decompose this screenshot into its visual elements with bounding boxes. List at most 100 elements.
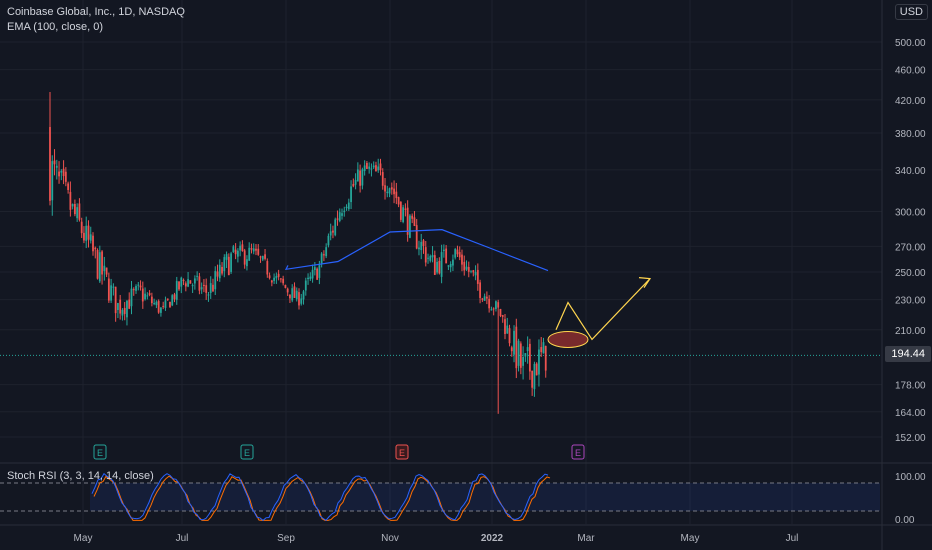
earnings-marker[interactable] <box>93 444 107 460</box>
candle-body <box>422 240 425 246</box>
candle-body <box>58 171 60 177</box>
candle-body <box>311 269 314 279</box>
candle-body <box>418 247 420 250</box>
candle-body <box>442 249 445 251</box>
candle-body <box>216 271 219 277</box>
candle-body <box>483 296 486 301</box>
candle-body <box>218 264 221 279</box>
candle-body <box>187 279 189 287</box>
candle-body <box>227 256 230 276</box>
candle-body <box>51 161 54 201</box>
candle-body <box>399 201 402 220</box>
candle-body <box>112 286 115 288</box>
candle-body <box>300 298 303 304</box>
candle-body <box>76 207 79 219</box>
candle-body <box>302 291 305 300</box>
candle-body <box>123 307 126 314</box>
candle-body <box>485 296 488 299</box>
symbol-title[interactable]: Coinbase Global, Inc., 1D, NASDAQ <box>7 6 185 18</box>
projection-path[interactable] <box>555 278 651 341</box>
candle-body <box>89 234 92 241</box>
candle-body <box>508 328 511 344</box>
candle-body <box>69 191 72 210</box>
candle-body <box>542 342 545 354</box>
candle-body <box>241 244 244 252</box>
candle-body <box>141 288 144 302</box>
candle-body <box>153 302 156 304</box>
candle-body <box>379 163 382 171</box>
candle-body <box>205 285 208 293</box>
candle-body <box>250 248 253 250</box>
candle-body <box>313 267 316 270</box>
candle-body <box>526 347 529 352</box>
candle-body <box>282 278 285 284</box>
candle-body <box>449 263 452 268</box>
candle-body <box>67 183 70 190</box>
candle-body <box>198 276 201 291</box>
candle-body <box>166 298 169 301</box>
candle-body <box>137 284 140 286</box>
candle-body <box>295 290 298 300</box>
candle-body <box>209 283 212 293</box>
candle-body <box>225 254 228 260</box>
stoch-rsi-label[interactable]: Stoch RSI (3, 3, 14, 14, close) <box>7 470 154 482</box>
candle-body <box>309 276 312 279</box>
candle-body <box>214 271 217 290</box>
candle-body <box>83 232 85 241</box>
candle-body <box>184 283 187 287</box>
earnings-marker-label: E <box>399 448 405 458</box>
candle-body <box>191 285 194 287</box>
candle-body <box>114 286 117 314</box>
candle-body <box>472 270 475 273</box>
candle-body <box>117 303 119 311</box>
candle-body <box>318 265 321 278</box>
candle-body <box>323 254 325 256</box>
candle-body <box>424 247 427 263</box>
candle-body <box>474 272 477 276</box>
candle-body <box>255 248 257 251</box>
y-tick-label: 230.00 <box>895 296 926 307</box>
candle-body <box>92 235 94 252</box>
candle-body <box>144 293 146 300</box>
candle-body <box>429 256 432 261</box>
candle-body <box>440 252 443 277</box>
candle-body <box>49 127 51 201</box>
candle-body <box>499 308 502 316</box>
candle-body <box>101 251 103 275</box>
candle-body <box>463 261 466 271</box>
candle-body <box>510 347 513 352</box>
candle-body <box>87 225 90 240</box>
candle-body <box>431 254 434 258</box>
candle-body <box>363 165 366 172</box>
earnings-marker[interactable] <box>395 444 409 460</box>
earnings-marker[interactable] <box>571 444 585 460</box>
candle-body <box>193 278 196 284</box>
x-tick-label: Mar <box>577 533 595 544</box>
candle-body <box>236 250 239 257</box>
candle-body <box>221 266 223 274</box>
candle-body <box>481 298 484 300</box>
stoch-band-fill <box>90 483 880 511</box>
ema-indicator-label[interactable]: EMA (100, close, 0) <box>7 21 103 33</box>
candle-body <box>196 275 199 277</box>
candle-body <box>139 285 142 288</box>
osc-scale-label: 0.00 <box>895 515 915 526</box>
candle-body <box>359 170 362 186</box>
candle-body <box>178 281 180 290</box>
candle-body <box>121 309 124 316</box>
candle-body <box>347 202 350 210</box>
earnings-marker-label: E <box>97 448 103 458</box>
y-tick-label: 250.00 <box>895 268 926 279</box>
earnings-marker[interactable] <box>240 444 254 460</box>
candle-body <box>501 315 504 317</box>
currency-selector-button[interactable]: USD <box>894 4 928 20</box>
highlight-ellipse[interactable] <box>547 330 589 348</box>
candle-body <box>164 300 167 308</box>
candle-body <box>126 300 128 318</box>
candle-body <box>175 281 178 300</box>
candle-body <box>377 166 380 171</box>
candle-body <box>504 319 506 335</box>
candle-body <box>325 247 328 257</box>
candle-body <box>343 210 346 213</box>
